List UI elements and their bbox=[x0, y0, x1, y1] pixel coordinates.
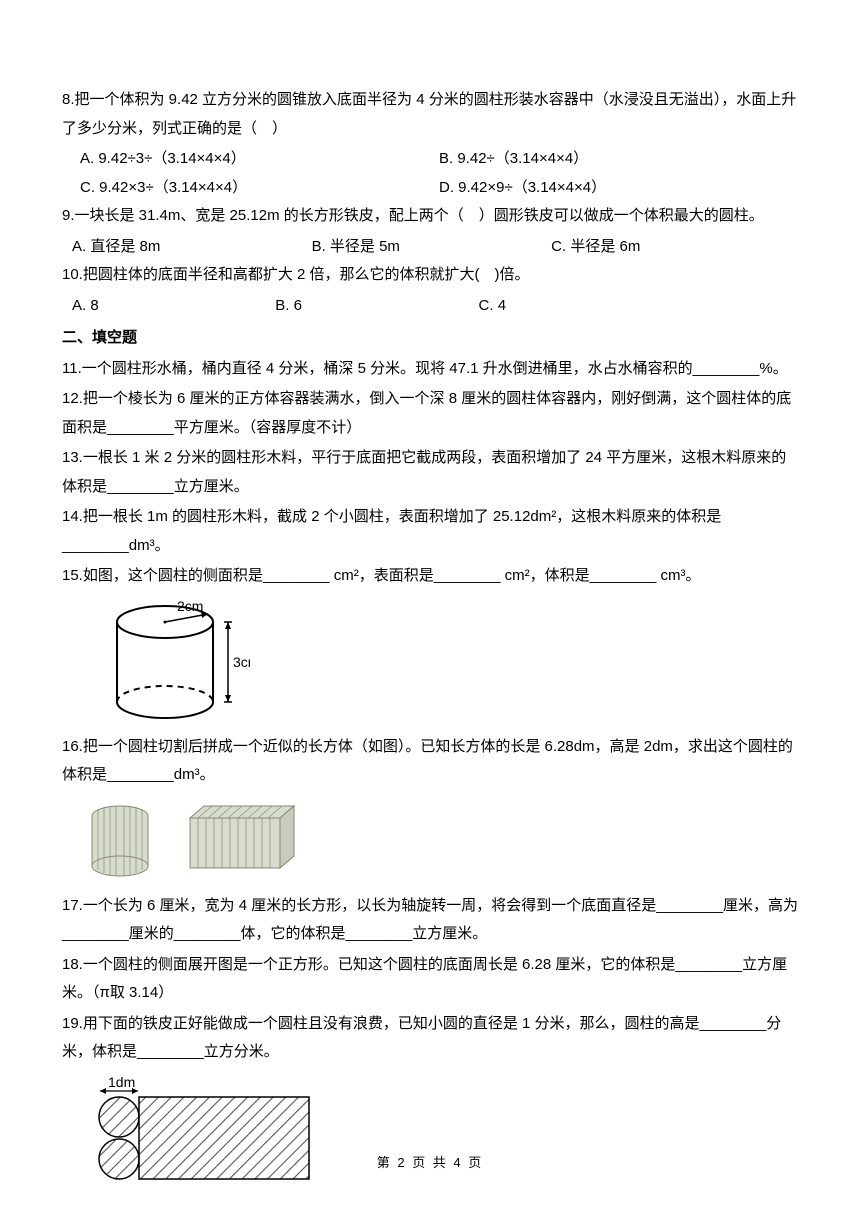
page-footer: 第 2 页 共 4 页 bbox=[62, 1151, 798, 1176]
q10-optA: A. 8 bbox=[72, 292, 275, 321]
fig19-label: 1dm bbox=[108, 1074, 135, 1090]
q8-optA: A. 9.42÷3÷（3.14×4×4） bbox=[80, 145, 439, 174]
q10-optB: B. 6 bbox=[275, 292, 478, 321]
fig16-cuboid bbox=[190, 806, 294, 868]
q17: 17.一个长为 6 厘米，宽为 4 厘米的长方形，以长为轴旋转一周，将会得到一个… bbox=[62, 892, 798, 949]
q8-optD: D. 9.42×9÷（3.14×4×4） bbox=[439, 174, 798, 203]
q19: 19.用下面的铁皮正好能做成一个圆柱且没有浪费，已知小圆的直径是 1 分米，那么… bbox=[62, 1010, 798, 1067]
fig15-cylinder: 2cm 3cm bbox=[80, 597, 798, 727]
q10: 10.把圆柱体的底面半径和高都扩大 2 倍，那么它的体积就扩大( )倍。 bbox=[62, 261, 798, 290]
q8-text: 8.把一个体积为 9.42 立方分米的圆锥放入底面半径为 4 分米的圆柱形装水容… bbox=[62, 91, 796, 137]
q9-text: 9.一块长是 31.4m、宽是 25.12m 的长方形铁皮，配上两个（ ）圆形铁… bbox=[62, 207, 764, 224]
q14: 14.把一根长 1m 的圆柱形木料，截成 2 个小圆柱，表面积增加了 25.12… bbox=[62, 503, 798, 560]
fig15-h-label: 3cm bbox=[233, 654, 250, 670]
q9-optA: A. 直径是 8m bbox=[72, 233, 312, 262]
q9-optB: B. 半径是 5m bbox=[312, 233, 552, 262]
q8-options: A. 9.42÷3÷（3.14×4×4） B. 9.42÷（3.14×4×4） … bbox=[62, 145, 798, 202]
fig16-cylinder bbox=[92, 806, 148, 876]
fig16-shapes bbox=[80, 796, 798, 886]
q9-options: A. 直径是 8m B. 半径是 5m C. 半径是 6m bbox=[62, 233, 798, 262]
q9-optC: C. 半径是 6m bbox=[551, 233, 791, 262]
q8-optB: B. 9.42÷（3.14×4×4） bbox=[439, 145, 798, 174]
q10-text: 10.把圆柱体的底面半径和高都扩大 2 倍，那么它的体积就扩大( )倍。 bbox=[62, 266, 530, 283]
fig15-r-label: 2cm bbox=[177, 598, 203, 614]
q9: 9.一块长是 31.4m、宽是 25.12m 的长方形铁皮，配上两个（ ）圆形铁… bbox=[62, 202, 798, 231]
q13: 13.一根长 1 米 2 分米的圆柱形木料，平行于底面把它截成两段，表面积增加了… bbox=[62, 444, 798, 501]
q16: 16.把一个圆柱切割后拼成一个近似的长方体（如图）。已知长方体的长是 6.28d… bbox=[62, 733, 798, 790]
q15: 15.如图，这个圆柱的侧面积是________ cm²，表面积是________… bbox=[62, 562, 798, 591]
q11: 11.一个圆柱形水桶，桶内直径 4 分米，桶深 5 分米。现将 47.1 升水倒… bbox=[62, 355, 798, 384]
q8: 8.把一个体积为 9.42 立方分米的圆锥放入底面半径为 4 分米的圆柱形装水容… bbox=[62, 86, 798, 143]
q10-optC: C. 4 bbox=[479, 292, 682, 321]
section2-title: 二、填空题 bbox=[62, 324, 798, 353]
q18: 18.一个圆柱的侧面展开图是一个正方形。已知这个圆柱的底面周长是 6.28 厘米… bbox=[62, 951, 798, 1008]
q12: 12.把一个棱长为 6 厘米的正方体容器装满水，倒入一个深 8 厘米的圆柱体容器… bbox=[62, 385, 798, 442]
q8-optC: C. 9.42×3÷（3.14×4×4） bbox=[80, 174, 439, 203]
q10-options: A. 8 B. 6 C. 4 bbox=[62, 292, 798, 321]
